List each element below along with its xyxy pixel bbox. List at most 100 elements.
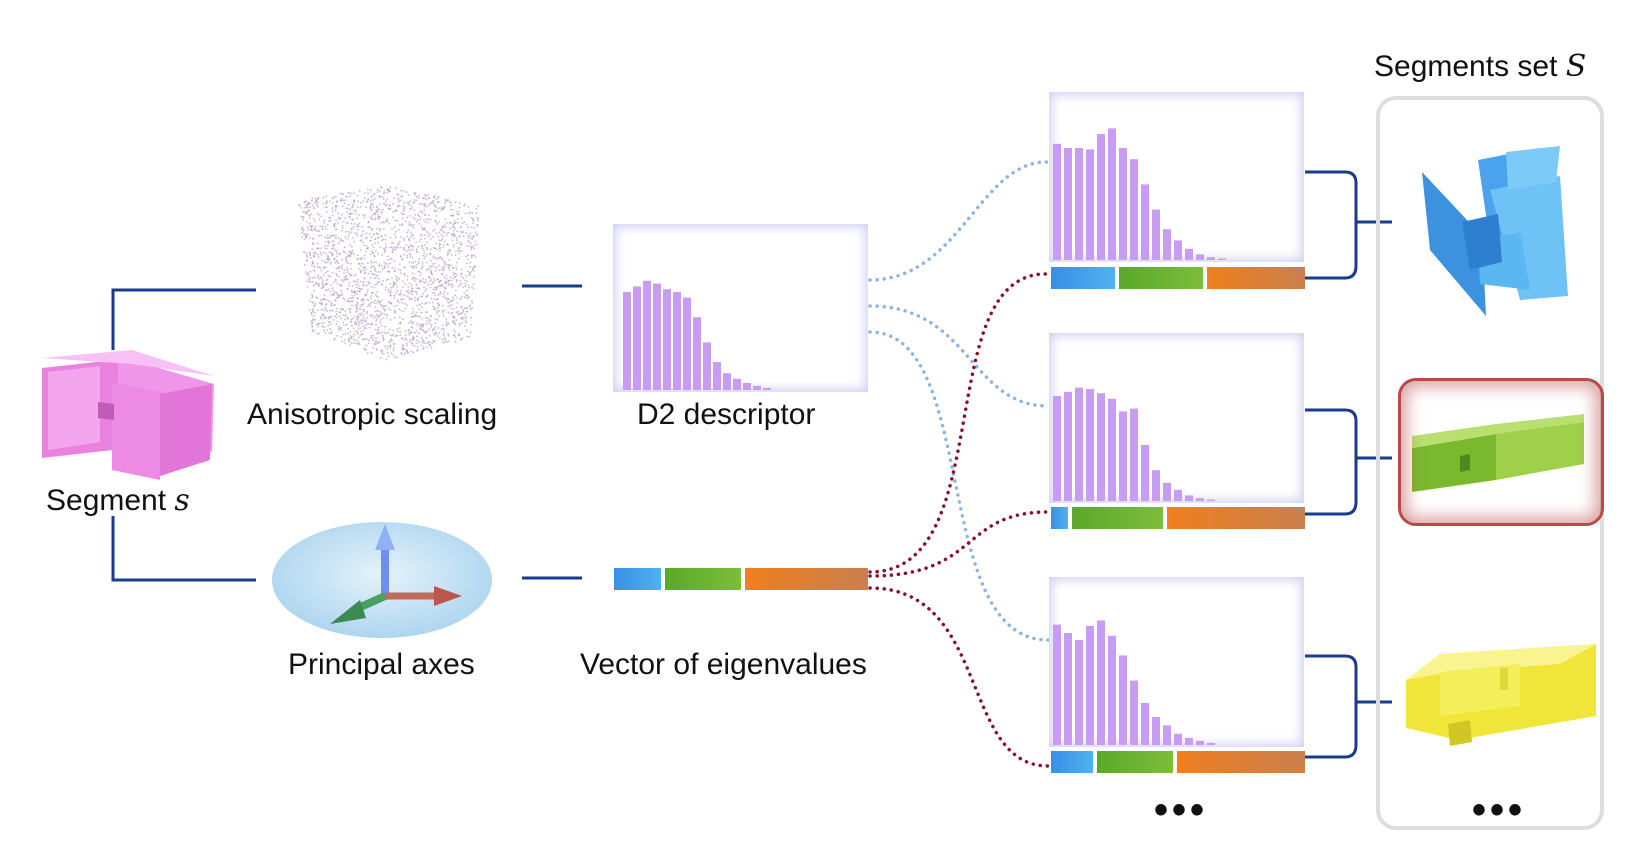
eigenvalue-segment	[1118, 267, 1203, 289]
selected-match-highlight	[1398, 378, 1604, 526]
histogram-bar	[683, 297, 691, 390]
point-cloud-image	[298, 186, 479, 361]
histogram-bar	[1218, 258, 1226, 260]
histogram-bar	[1130, 680, 1138, 745]
histogram-bar	[1207, 499, 1215, 501]
histogram-bar	[1097, 620, 1105, 745]
connector-segment-to-scaling	[111, 288, 256, 350]
match-eigen-bar-3	[1051, 751, 1305, 773]
eigen-label: Vector of eigenvalues	[580, 648, 867, 681]
match-histogram-panel-2	[1049, 333, 1304, 503]
histogram-bar	[1152, 470, 1160, 501]
histogram-bar	[713, 362, 721, 390]
histogram-bar	[1130, 408, 1138, 501]
histogram-bar	[1064, 391, 1072, 501]
bracket-match-1	[1305, 170, 1358, 280]
eigen-vector-bar	[614, 568, 868, 590]
histogram-bar	[693, 317, 701, 390]
histogram-bar	[663, 289, 671, 390]
histogram-bar	[1086, 149, 1094, 260]
anisotropic-label: Anisotropic scaling	[247, 398, 498, 431]
eigenvalue-segment	[664, 568, 741, 590]
d2-link-3	[868, 330, 1050, 642]
histogram-bar	[1053, 396, 1061, 501]
principal-axes-label: Principal axes	[288, 648, 475, 681]
axis-down-arrow	[330, 600, 366, 624]
histogram-bar	[1185, 738, 1193, 745]
histogram-bar	[1130, 159, 1138, 260]
set-segment-green	[1412, 414, 1584, 492]
histogram-bar	[1163, 725, 1171, 745]
eigenvalue-segment	[1072, 507, 1164, 529]
histogram-bar	[1163, 229, 1171, 260]
histogram-bar	[743, 383, 751, 390]
histogram-bar	[1141, 184, 1149, 260]
histogram-bar	[763, 387, 771, 390]
match-histogram-1	[1053, 128, 1226, 260]
histogram-bar	[1053, 624, 1061, 745]
histogram-bar	[643, 280, 651, 390]
histogram-bar	[1174, 240, 1182, 260]
d2-label: D2 descriptor	[637, 398, 816, 431]
histogram-bar	[1053, 143, 1061, 260]
histogram-bar	[1108, 128, 1116, 260]
axis-right-arrow	[434, 586, 462, 606]
match-histogram-2	[1053, 387, 1215, 501]
eigenvalue-segment	[1167, 507, 1305, 529]
segments-set-label: Segments set S	[1374, 49, 1587, 84]
eig-link-3	[868, 586, 1050, 768]
histogram-bar	[1174, 489, 1182, 501]
eigenvalue-segment	[614, 568, 661, 590]
d2-link-1	[868, 160, 1050, 282]
histogram-bar	[733, 378, 741, 390]
histogram-bar	[1075, 148, 1083, 260]
histogram-bar	[1163, 482, 1171, 501]
histogram-bar	[1108, 635, 1116, 745]
eigenvalue-segment	[745, 568, 868, 590]
eigenvalue-segment	[1051, 507, 1069, 529]
histogram-bar	[1196, 740, 1204, 745]
eigenvalue-segment	[1206, 267, 1305, 289]
eigenvalue-segment	[1096, 751, 1174, 773]
histogram-bar	[703, 342, 711, 390]
histogram-bar	[723, 373, 731, 390]
histogram-bar	[1185, 495, 1193, 501]
dotted-links	[868, 160, 1050, 768]
segment-symbol: s	[174, 483, 190, 518]
histogram-bar	[1196, 254, 1204, 260]
histogram-bar	[1075, 387, 1083, 501]
histogram-bar	[1141, 703, 1149, 745]
axis-up-arrow	[375, 524, 395, 550]
match-eigen-bar-1	[1051, 267, 1305, 289]
histogram-bar	[673, 292, 681, 390]
histogram-bar	[1207, 742, 1215, 745]
bracket-match-2	[1305, 408, 1358, 516]
histogram-bar	[1141, 445, 1149, 501]
set-segment-yellow	[1406, 644, 1596, 746]
histogram-bar	[1075, 640, 1083, 745]
histogram-bar	[1086, 389, 1094, 501]
histogram-bar	[1119, 655, 1127, 745]
segment-s-shape	[42, 350, 214, 480]
set-ellipsis: •••	[1472, 788, 1527, 832]
histogram-bar	[1119, 411, 1127, 501]
histogram-bar	[753, 385, 761, 390]
histogram-bar	[1119, 148, 1127, 260]
set-segment-blue	[1422, 146, 1568, 316]
histogram-bar	[1185, 248, 1193, 260]
connector-segment-to-axes	[111, 516, 256, 582]
matches-ellipsis: •••	[1154, 788, 1209, 832]
histogram-bar	[1064, 148, 1072, 260]
match-histogram-panel-3	[1049, 577, 1304, 747]
histogram-bar	[1152, 209, 1160, 260]
histogram-bar	[653, 283, 661, 390]
histogram-bar	[1097, 134, 1105, 260]
histogram-bar	[633, 286, 641, 390]
histogram-bar	[1097, 393, 1105, 501]
segment-label: Segment s	[46, 483, 190, 518]
eigenvalue-segment	[1177, 751, 1305, 773]
match-histogram-panel-1	[1049, 92, 1304, 262]
bracket-match-3	[1305, 654, 1358, 759]
histogram-bar	[1108, 398, 1116, 501]
